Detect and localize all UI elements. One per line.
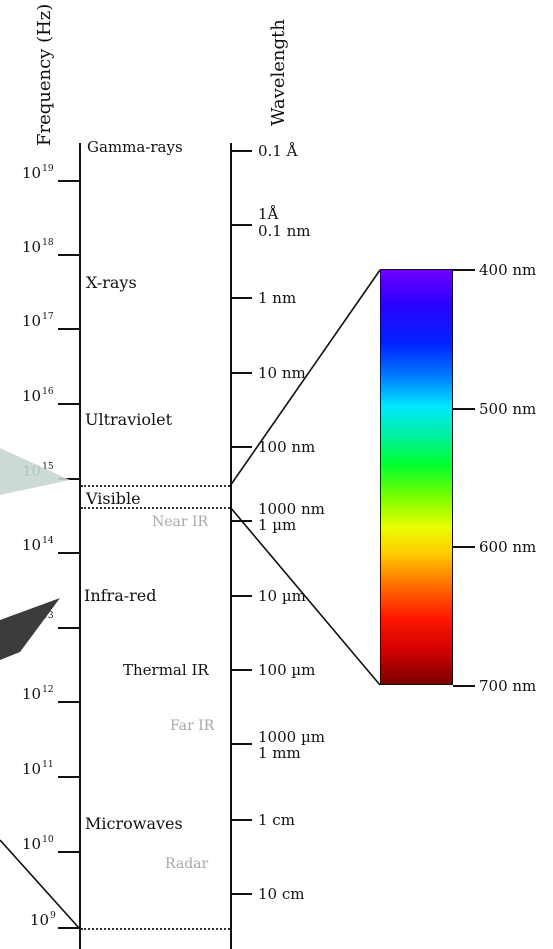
frequency-tick	[58, 254, 79, 256]
frequency-label-exponent: 17	[42, 312, 54, 322]
band-thermal-ir: Thermal IR	[123, 661, 209, 679]
frequency-label-exponent: 18	[42, 238, 54, 248]
frequency-label-base: 10	[22, 760, 42, 778]
wavelength-1-mm: 1 mm	[258, 744, 301, 762]
frequency-tick	[58, 776, 79, 778]
band-gamma-rays: Gamma-rays	[87, 138, 183, 156]
visible-spectrum-bar	[380, 269, 453, 685]
spectrum-tick-400	[453, 269, 475, 271]
frequency-label-exponent: 12	[42, 685, 54, 695]
frequency-label-base: 10	[22, 164, 42, 182]
wavelength-100-um: 100 µm	[258, 661, 316, 679]
wavelength-tick	[232, 893, 252, 895]
frequency-label-exponent: 10	[42, 835, 54, 845]
visible-upper-boundary	[81, 485, 230, 487]
wavelength-10-cm: 10 cm	[258, 885, 305, 903]
band-ultraviolet: Ultraviolet	[85, 410, 173, 429]
wavelength-tick	[232, 224, 252, 226]
frequency-label: 1019	[22, 164, 54, 182]
band-radar: Radar	[165, 856, 209, 872]
frequency-label: 1012	[22, 685, 54, 703]
frequency-label-exponent: 16	[42, 387, 54, 397]
wavelength-tick	[232, 446, 252, 448]
wavelength-tick	[232, 743, 252, 745]
spectrum-tick-700	[453, 685, 475, 687]
frequency-label: 109	[30, 911, 56, 929]
wavelength-10-nm: 10 nm	[258, 364, 306, 382]
band-visible: Visible	[86, 489, 141, 508]
frequency-label-exponent: 15	[42, 462, 54, 472]
zoom-line-top	[229, 269, 381, 487]
frequency-1e9-boundary	[81, 928, 230, 930]
spectrum-tick-500	[453, 408, 475, 410]
wavelength-100-nm: 100 nm	[258, 438, 316, 456]
frequency-label: 1017	[22, 312, 54, 330]
frequency-label-base: 10	[22, 536, 42, 554]
callout-dark	[0, 598, 60, 660]
spectrum-tick-600	[453, 546, 475, 548]
wavelength-tick	[232, 372, 252, 374]
frequency-label: 1010	[22, 835, 54, 853]
frequency-label: 1014	[22, 536, 54, 554]
wavelength-tick	[232, 819, 252, 821]
frequency-label-exponent: 13	[42, 611, 54, 621]
zoom-line-bottom	[229, 506, 381, 686]
frequency-label-base: 10	[22, 835, 42, 853]
wavelength-tick	[232, 150, 252, 152]
frequency-label-base: 10	[22, 312, 42, 330]
frequency-axis-line	[79, 143, 81, 949]
visible-lower-boundary	[81, 507, 230, 509]
frequency-label: 1011	[22, 760, 54, 778]
frequency-tick	[58, 627, 79, 629]
frequency-label: 1016	[22, 387, 54, 405]
band-x-rays: X-rays	[86, 273, 137, 292]
spectrum-label-400: 400 nm	[479, 261, 537, 279]
wavelength-1000-um: 1000 µm	[258, 728, 325, 746]
wavelength-tick	[232, 595, 252, 597]
spectrum-label-500: 500 nm	[479, 400, 537, 418]
frequency-tick	[58, 403, 79, 405]
frequency-tick	[58, 927, 79, 929]
band-near-ir: Near IR	[152, 514, 209, 530]
wavelength-0-1-angstrom: 0.1 Å	[258, 142, 298, 160]
wavelength-0-1-nm: 0.1 nm	[258, 222, 311, 240]
wavelength-10-um: 10 µm	[258, 587, 306, 605]
frequency-tick	[58, 701, 79, 703]
spectrum-label-700: 700 nm	[479, 677, 537, 695]
frequency-label-base: 10	[30, 911, 50, 929]
wavelength-tick	[232, 669, 252, 671]
frequency-label-base: 10	[22, 685, 42, 703]
frequency-label: 1018	[22, 238, 54, 256]
frequency-tick	[58, 180, 79, 182]
band-microwaves: Microwaves	[85, 814, 183, 833]
frequency-label-base: 10	[22, 387, 42, 405]
frequency-tick	[58, 851, 79, 853]
frequency-tick	[58, 478, 79, 480]
wavelength-1-um: 1 µm	[258, 516, 297, 534]
frequency-tick	[58, 552, 79, 554]
wavelength-tick	[232, 297, 252, 299]
wavelength-axis-line	[230, 143, 232, 949]
band-far-ir: Far IR	[170, 718, 215, 734]
frequency-tick	[58, 328, 79, 330]
wavelength-1-angstrom: 1Å	[258, 205, 279, 223]
spectrum-label-600: 600 nm	[479, 538, 537, 556]
wavelength-1-cm: 1 cm	[258, 811, 295, 829]
callout-light	[0, 448, 70, 495]
wavelength-1000-nm: 1000 nm	[258, 500, 325, 518]
frequency-label-base: 10	[22, 238, 42, 256]
wavelength-1-nm: 1 nm	[258, 289, 297, 307]
frequency-label-exponent: 14	[42, 536, 54, 546]
frequency-label-exponent: 9	[50, 911, 56, 921]
frequency-label-exponent: 11	[42, 760, 54, 770]
diagonal-line	[0, 839, 80, 929]
frequency-label-exponent: 19	[42, 164, 54, 174]
band-infra-red: Infra-red	[84, 586, 157, 605]
